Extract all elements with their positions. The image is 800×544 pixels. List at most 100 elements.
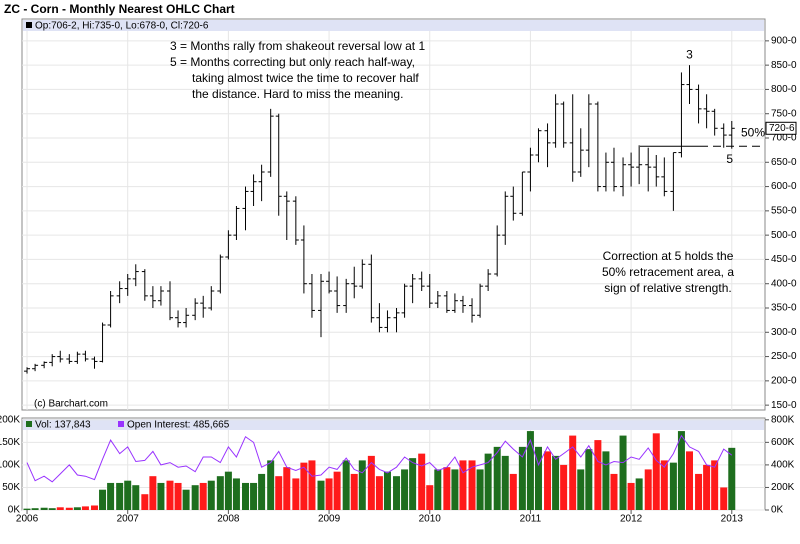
volume-bar: [216, 476, 224, 510]
volume-bar: [300, 462, 308, 510]
volume-bar: [174, 482, 182, 510]
annotation: 5 = Months correcting but only reach hal…: [170, 55, 415, 69]
annotation: the distance. Hard to miss the meaning.: [192, 87, 403, 101]
volume-bar: [73, 507, 81, 510]
volume-bar: [409, 458, 417, 510]
header-text: Op:706-2, Hi:735-0, Lo:678-0, Cl:720-6: [35, 21, 209, 32]
y-tick-label: 100K: [0, 460, 20, 471]
volume-bar: [292, 478, 300, 510]
volume-bar: [509, 473, 517, 510]
volume-bar: [48, 508, 56, 510]
volume-bar: [577, 469, 585, 510]
y-tick-label: 500-0: [771, 230, 797, 241]
volume-bar: [443, 467, 451, 510]
volume-bar: [644, 469, 652, 510]
volume-bar: [90, 505, 98, 510]
y2-tick-label: 200K: [771, 482, 795, 493]
volume-bar: [116, 482, 124, 510]
volume-bar: [81, 506, 89, 510]
volume-bar: [132, 485, 140, 510]
volume-bar: [99, 489, 107, 510]
plot-area: [21, 18, 766, 411]
volume-bar: [695, 473, 703, 510]
volume-bar: [224, 471, 232, 510]
volume-bar: [652, 433, 660, 510]
volume-bar: [157, 482, 165, 510]
volume-bar: [426, 485, 434, 510]
y-tick-label: 250-0: [771, 351, 797, 362]
volume-bar: [317, 480, 325, 510]
y-tick-label: 50K: [2, 482, 20, 493]
volume-bar: [434, 469, 442, 510]
open-interest-line: [26, 434, 733, 483]
volume-bar: [350, 473, 358, 510]
annotation: Correction at 5 holds the: [603, 249, 734, 263]
y-tick-label: 850-0: [771, 60, 797, 71]
volume-bar: [383, 471, 391, 510]
volume-bar: [526, 431, 534, 510]
volume-bar: [283, 467, 291, 510]
volume-bar: [602, 451, 610, 510]
volume-bar: [342, 460, 350, 510]
volume-bar: [242, 482, 250, 510]
volume-bar: [232, 478, 240, 510]
x-tick-label: 2013: [721, 514, 744, 525]
y-tick-label: 800-0: [771, 84, 797, 95]
legend-label: Vol: 137,843: [35, 420, 91, 431]
volume-bar: [711, 460, 719, 510]
last-price-box: [765, 121, 797, 135]
y-tick-label: 650-0: [771, 157, 797, 168]
volume-bar: [191, 485, 199, 510]
y-tick-label: 700-0: [771, 133, 797, 144]
volume-bar: [493, 446, 501, 510]
volume-bar: [552, 455, 560, 510]
y2-tick-label: 800K: [771, 414, 795, 425]
y-tick-label: 350-0: [771, 303, 797, 314]
volume-bar: [418, 453, 426, 510]
volume-bar: [610, 473, 618, 510]
volume-bar: [250, 482, 258, 510]
y2-tick-label: 600K: [771, 437, 795, 448]
volume-bar: [459, 460, 467, 510]
annotation: 3 = Months rally from shakeout reversal …: [170, 39, 425, 53]
y-tick-label: 150-0: [771, 400, 797, 411]
volume-bar: [199, 482, 207, 510]
y-tick-label: 300-0: [771, 327, 797, 338]
volume-bar: [703, 464, 711, 510]
volume-bar: [124, 480, 132, 510]
volume-bar: [401, 469, 409, 510]
volume-bar: [56, 507, 64, 510]
header-icon: [26, 22, 32, 28]
y-tick-label: 750-0: [771, 108, 797, 119]
x-tick-label: 2010: [419, 514, 442, 525]
volume-bar: [544, 451, 552, 510]
volume-bar: [23, 508, 31, 510]
y-tick-label: 150K: [0, 437, 20, 448]
volume-bar: [367, 455, 375, 510]
volume-bar: [635, 478, 643, 510]
copyright: (c) Barchart.com: [34, 399, 108, 410]
volume-bar: [375, 476, 383, 510]
x-tick-label: 2007: [117, 514, 140, 525]
volume-bar: [476, 469, 484, 510]
header-strip: [23, 20, 764, 31]
annotation: taking almost twice the time to recover …: [192, 71, 419, 85]
volume-bar: [594, 440, 602, 510]
volume-bar: [393, 476, 401, 510]
volume-bar: [275, 476, 283, 510]
volume-bar: [468, 460, 476, 510]
y-tick-label: 200K: [0, 414, 20, 425]
volume-bar: [267, 460, 275, 510]
volume-bar: [451, 469, 459, 510]
volume-bar: [166, 480, 174, 510]
wave-label: 3: [686, 48, 693, 62]
volume-bar: [107, 482, 115, 510]
volume-bar: [149, 476, 157, 510]
volume-bar: [207, 480, 215, 510]
x-tick-label: 2012: [620, 514, 643, 525]
volume-bar: [677, 431, 685, 510]
volume-bar: [308, 460, 316, 510]
volume-bar: [258, 473, 266, 510]
volume-bar: [585, 449, 593, 510]
